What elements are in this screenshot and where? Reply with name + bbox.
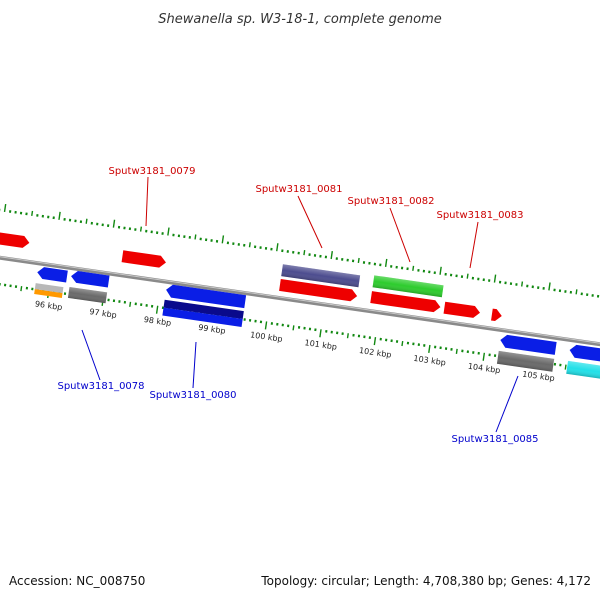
gene-sputw3181-0078[interactable] [70,270,110,288]
scale-tick [466,273,469,279]
gene-label-sputw3181-0085[interactable]: Sputw3181_0085 [451,434,538,445]
gene-label-sputw3181-0080[interactable]: Sputw3181_0080 [149,390,236,401]
scale-tick [439,266,442,275]
scale-label: 104 kbp [467,362,501,376]
scale-tick [412,265,415,271]
gene-sputw3181-0081-b[interactable] [279,279,358,302]
gene-label-layer: Sputw3181_0079 Sputw3181_0081 Sputw3181_… [57,166,538,445]
scale-tick [455,348,458,354]
gene-sputw3181-0080-c[interactable] [162,307,243,327]
gene-sputw3181-0082-b[interactable] [370,291,441,313]
scale-tick [194,234,197,240]
scale-tick [85,218,88,224]
accession-text: Accession: NC_008750 [9,574,145,588]
scale-label: 99 kbp [198,323,227,336]
scale-label: 102 kbp [358,346,392,360]
scale-tick [330,251,333,260]
gene-sputw3181-0080[interactable] [165,284,247,309]
gene-sputw3181-0083[interactable] [443,301,481,319]
genome-backbone-highlight [0,248,600,358]
leader-line [145,176,149,227]
genome-map: 96 kbp 97 kbp 98 kbp 99 kbp 100 kbp 101 … [0,203,600,384]
scale-tick [564,364,567,370]
gene-sputw3181-0085[interactable] [499,334,557,355]
scale-tick [276,243,279,252]
gene-reverse-small-blue[interactable] [36,266,68,283]
scale-tick [3,203,7,213]
scale-tick [521,281,524,287]
genome-backbone [0,247,600,361]
scale-tick [482,352,486,361]
forward-strand-ticks [0,203,600,298]
gene-label-sputw3181-0083[interactable]: Sputw3181_0083 [436,210,523,221]
gene-forward-partial-red[interactable] [0,230,30,249]
leader-line [192,341,197,389]
scale-label: 96 kbp [34,299,63,312]
scale-tick [548,282,551,291]
scale-tick [575,289,578,295]
scale-tick [401,340,404,347]
gene-label-sputw3181-0082[interactable]: Sputw3181_0082 [347,196,434,207]
scale-label: 100 kbp [250,330,284,344]
scale-label: 105 kbp [522,370,556,384]
scale-tick [357,257,360,264]
scale-tick [58,211,61,220]
gene-reverse-orange[interactable] [34,289,63,299]
scale-label: 98 kbp [143,315,172,328]
gene-label-sputw3181-0081[interactable]: Sputw3181_0081 [255,184,342,195]
gene-shading [67,264,600,383]
scale-tick [155,305,159,314]
leader-line [495,375,519,433]
scale-label: 97 kbp [89,307,118,320]
genome-title: Shewanella sp. W3-18-1, complete genome [158,12,441,27]
scale-tick [31,210,34,216]
scale-tick [346,333,349,339]
gene-sputw3181-0084[interactable] [491,308,503,322]
scale-tick [319,329,322,338]
scale-tick [303,250,306,256]
scale-label: 103 kbp [413,354,447,368]
scale-tick [112,219,116,228]
scale-tick [129,301,132,307]
scale-tick [428,344,431,354]
genome-summary-text: Topology: circular; Length: 4,708,380 bp… [260,574,591,588]
gene-label-sputw3181-0078[interactable]: Sputw3181_0078 [57,381,144,392]
scale-label: 101 kbp [304,338,338,352]
scale-tick [493,274,497,283]
gene-reverse-lightgray[interactable] [34,283,64,294]
leader-line [81,329,101,381]
leader-line [297,195,323,249]
leader-line [469,221,479,269]
scale-tick [384,258,388,267]
scale-tick [139,226,143,232]
scale-tick [264,321,268,330]
gene-sputw3181-0086[interactable] [569,344,600,367]
scale-tick [292,325,295,331]
gene-sputw3181-0080-b[interactable] [163,299,244,320]
gene-label-sputw3181-0079[interactable]: Sputw3181_0079 [108,166,195,177]
scale-tick [167,227,170,236]
gene-sputw3181-0079[interactable] [121,250,167,268]
scale-tick [373,337,377,346]
scale-tick [20,286,23,292]
scale-tick [248,242,251,248]
scale-tick [221,235,225,244]
leader-line [389,207,411,263]
